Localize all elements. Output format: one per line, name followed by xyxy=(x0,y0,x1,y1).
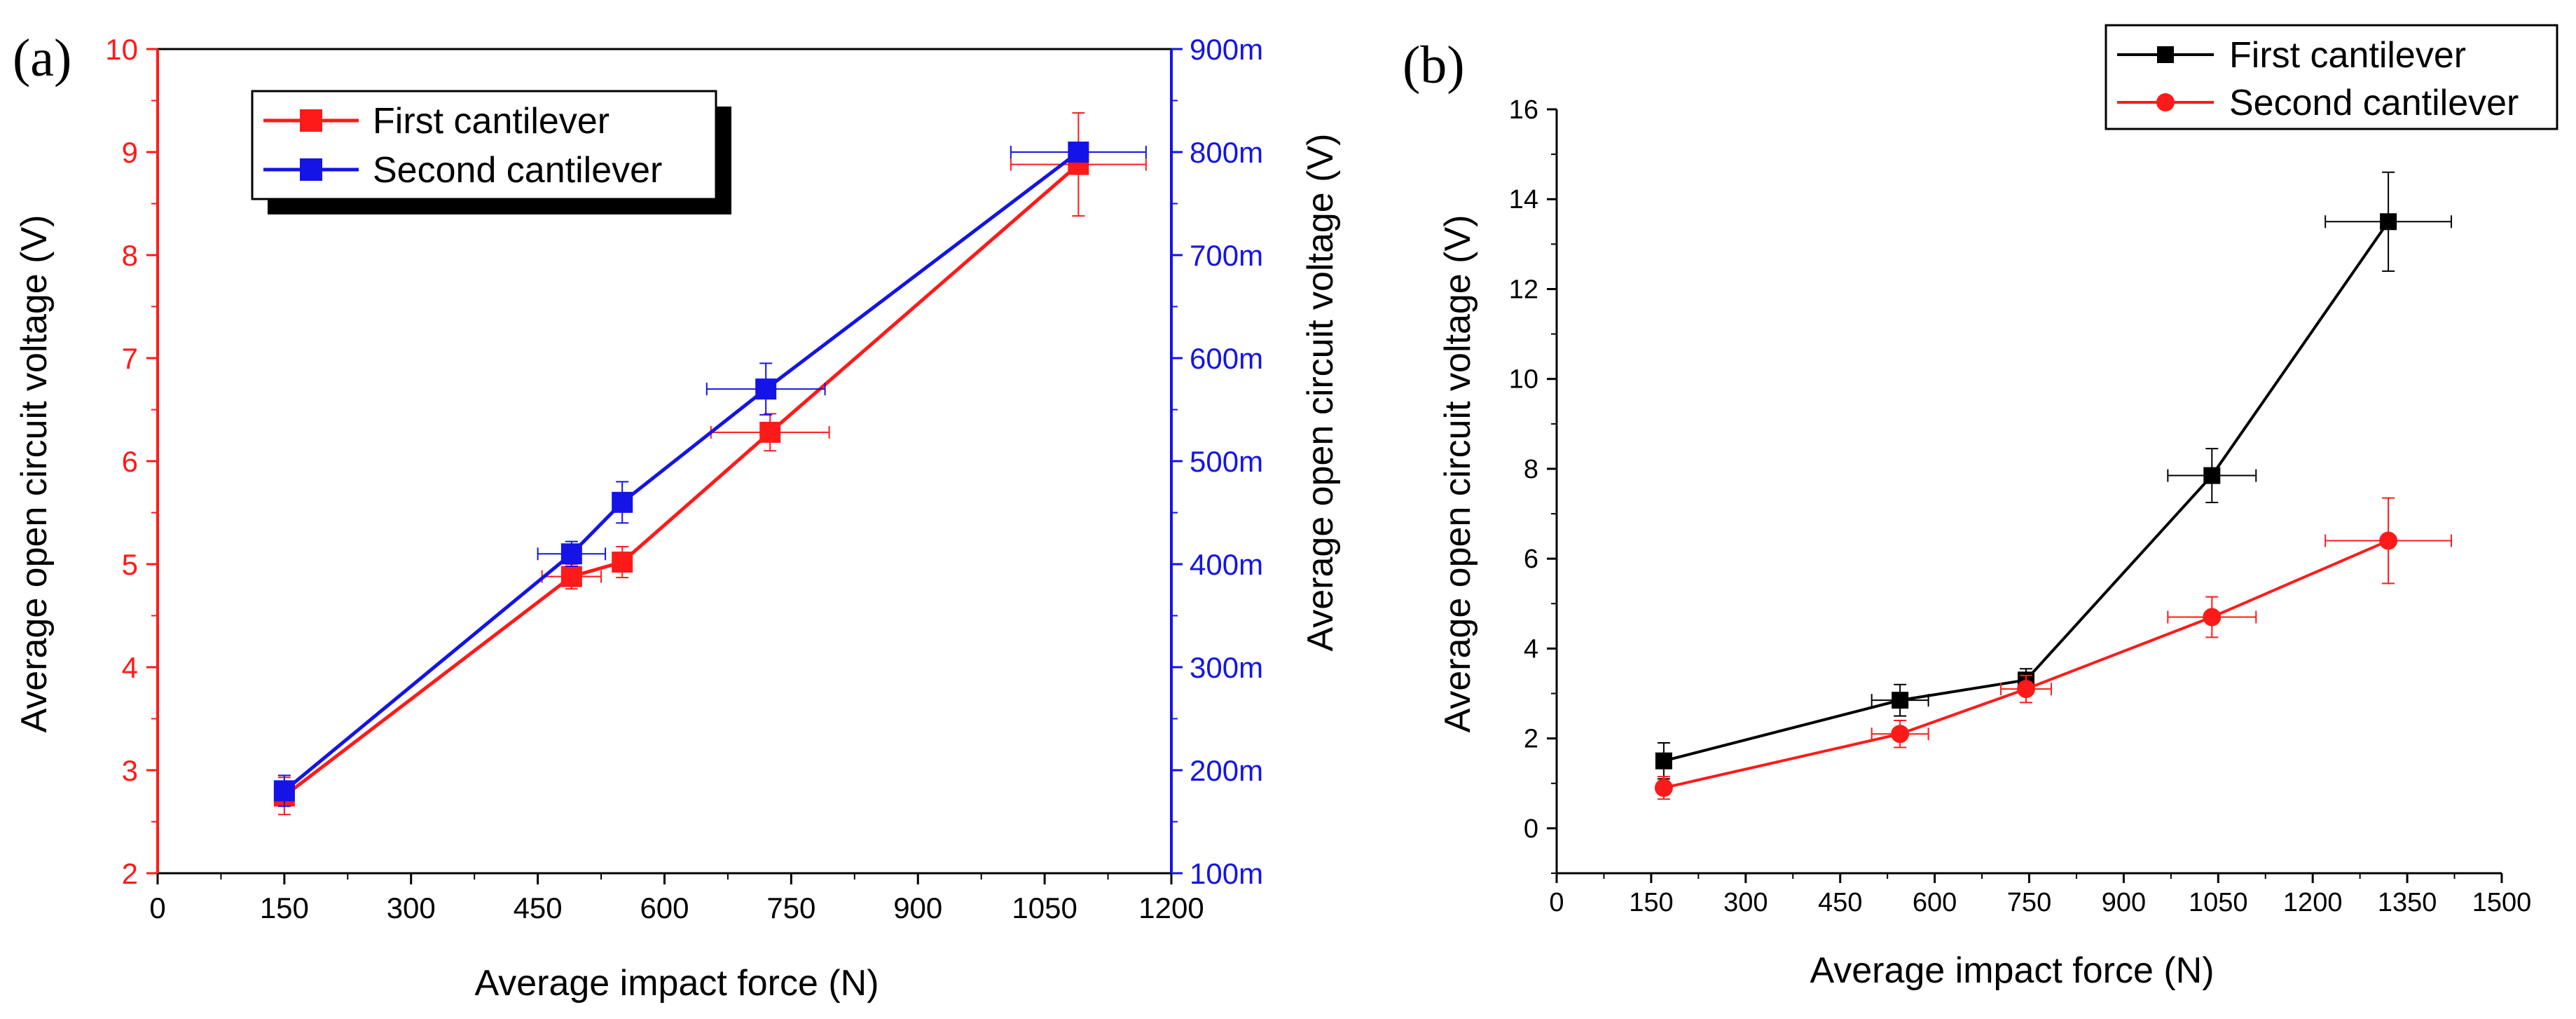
panel-a-x-tick-label: 900 xyxy=(893,891,942,924)
panel-a-legend-label-second: Second cantilever xyxy=(373,150,662,191)
panel-a-label: (a) xyxy=(13,29,71,88)
panel-a-x-ticks: 0 150 300 450 600 750 900 1050 1200 xyxy=(149,873,1204,924)
panel-a-y-left-tick-label: 5 xyxy=(122,548,138,581)
panel-a-first-point-marker xyxy=(560,566,582,587)
panel-a-second-point-marker xyxy=(1068,142,1089,163)
panel-a-y-right-tick-label: 800m xyxy=(1190,136,1263,169)
panel-a-y-left-tick-label: 3 xyxy=(122,754,138,787)
panel-a-y-right-tick-label: 300m xyxy=(1190,651,1263,684)
panel-a: (a) 0 150 300 450 600 750 900 1050 1200 2 3 4 5 6 7 8 9… xyxy=(13,29,1341,1004)
panel-a-y-left-tick-label: 2 xyxy=(122,857,138,890)
panel-b-series xyxy=(1654,171,2453,800)
panel-b-x-tick-label: 300 xyxy=(1723,888,1768,917)
panel-a-series xyxy=(273,112,1147,816)
panel-a-first-point-marker xyxy=(759,421,781,443)
panel-a-x-tick-label: 1050 xyxy=(1012,891,1077,924)
panel-b-legend-label-second: Second cantilever xyxy=(2229,83,2519,123)
panel-b-x-tick-label: 0 xyxy=(1549,888,1564,917)
panel-a-first-line xyxy=(283,163,1080,798)
panel-b-label: (b) xyxy=(1403,36,1465,95)
panel-b-x-tick-label: 900 xyxy=(2102,888,2146,917)
panel-b-x-tick-label: 450 xyxy=(1818,888,1862,917)
panel-b-legend-box xyxy=(2105,24,2558,130)
panel-a-y-right-tick-label: 700m xyxy=(1190,239,1263,272)
panel-a-x-tick-label: 0 xyxy=(149,891,165,924)
panel-a-legend-label-first: First cantilever xyxy=(373,101,609,142)
panel-a-legend-marker-second xyxy=(300,158,322,181)
panel-a-y-left-tick-label: 4 xyxy=(122,651,138,684)
panel-b-y-tick-label: 14 xyxy=(1509,185,1538,214)
panel-b-legend-marker-first xyxy=(2157,46,2174,63)
panel-a-second-point-marker xyxy=(273,780,295,802)
panel-a-y-left-tick-label: 6 xyxy=(122,445,138,478)
panel-b-second-point-marker xyxy=(2203,608,2222,627)
panel-a-x-tick-label: 600 xyxy=(640,891,689,924)
panel-a-y-right-axis-label: Average open circuit voltage (V) xyxy=(1300,134,1341,652)
panel-b-x-tick-label: 150 xyxy=(1629,888,1673,917)
panel-b-y-tick-label: 16 xyxy=(1509,95,1538,125)
panel-a-x-axis-label: Average impact force (N) xyxy=(474,963,879,1004)
panel-b-x-ticks: 0 150 300 450 600 750 900 1050 1200 1350 1500 xyxy=(1549,873,2531,917)
panel-a-x-tick-label: 1200 xyxy=(1138,891,1204,924)
panel-a-y-right-tick-label: 600m xyxy=(1190,342,1263,375)
panel-b-second-point-marker xyxy=(2017,680,2036,699)
panel-b-first-point-marker xyxy=(2380,213,2397,231)
panel-a-second-line xyxy=(283,151,1080,793)
panel-b-legend-label-first: First cantilever xyxy=(2229,35,2466,76)
panel-b-legend-marker-second xyxy=(2156,93,2175,111)
panel-b-y-tick-label: 0 xyxy=(1524,814,1538,844)
panel-a-legend-box xyxy=(251,90,717,200)
panel-b-y-tick-label: 4 xyxy=(1524,634,1538,664)
panel-b-x-tick-label: 1500 xyxy=(2472,888,2532,917)
panel-b-x-tick-label: 1050 xyxy=(2189,888,2248,917)
panel-b-first-point-marker xyxy=(1892,692,1909,709)
panel-b-y-tick-label: 8 xyxy=(1524,455,1538,484)
panel-a-x-tick-label: 750 xyxy=(766,891,815,924)
panel-b-first-point-marker xyxy=(1655,752,1672,770)
panel-b-y-tick-label: 12 xyxy=(1509,275,1538,304)
panel-a-y-right-tick-label: 400m xyxy=(1190,548,1263,581)
panel-a-second-point-marker xyxy=(755,378,777,400)
panel-a-y-left-tick-label: 7 xyxy=(122,342,138,375)
panel-a-y-right-ticks: 100m 200m 300m 400m 500m 600m 700m 800m 900m xyxy=(1171,33,1263,890)
panel-a-x-tick-label: 450 xyxy=(514,891,563,924)
panel-b: (b) 0 150 300 450 600 750 900 1050 1200 1350 1500 … xyxy=(1403,24,2558,991)
panel-a-legend-marker-first xyxy=(300,109,322,132)
panel-b-y-tick-label: 2 xyxy=(1524,725,1538,754)
panel-b-x-tick-label: 1350 xyxy=(2378,888,2437,917)
panel-a-y-left-axis-label: Average open circuit voltage (V) xyxy=(14,215,55,733)
panel-a-x-tick-label: 150 xyxy=(260,891,309,924)
panel-a-y-left-tick-label: 10 xyxy=(105,33,138,66)
panel-b-frame xyxy=(1555,109,2502,875)
panel-b-second-point-marker xyxy=(1891,725,1910,744)
panel-a-second-point-marker xyxy=(560,543,582,565)
panel-b-second-point-marker xyxy=(1654,779,1673,798)
panel-a-y-right-tick-label: 200m xyxy=(1190,754,1263,787)
panel-b-first-point-marker xyxy=(2203,467,2221,484)
panel-a-second-point-marker xyxy=(612,491,633,513)
panel-a-y-right-tick-label: 900m xyxy=(1190,33,1263,66)
panel-b-y-ticks: 0 2 4 6 8 10 12 14 16 xyxy=(1509,95,1557,874)
panel-b-second-point-marker xyxy=(2379,531,2398,550)
panel-a-y-left-tick-label: 8 xyxy=(122,239,138,272)
panel-b-x-tick-label: 750 xyxy=(2007,888,2051,917)
panel-a-y-right-tick-label: 500m xyxy=(1190,445,1263,478)
panel-b-legend: First cantilever Second cantilever xyxy=(2105,24,2558,130)
panel-a-y-right-tick-label: 100m xyxy=(1190,857,1263,890)
panel-a-first-point-marker xyxy=(612,552,633,573)
panel-b-y-tick-label: 10 xyxy=(1509,365,1538,395)
panel-b-x-tick-label: 1200 xyxy=(2283,888,2343,917)
panel-b-second-line xyxy=(1663,539,2389,790)
panel-b-y-axis-label: Average open circuit voltage (V) xyxy=(1438,215,1478,733)
panel-b-x-tick-label: 600 xyxy=(1913,888,1957,917)
panel-a-y-left-ticks: 2 3 4 5 6 7 8 9 10 xyxy=(105,33,158,890)
panel-a-y-left-tick-label: 9 xyxy=(122,136,138,169)
panel-b-y-tick-label: 6 xyxy=(1524,545,1538,574)
panel-a-x-tick-label: 300 xyxy=(387,891,436,924)
panel-b-x-axis-label: Average impact force (N) xyxy=(1810,950,2214,991)
panel-a-legend: First cantilever Second cantilever xyxy=(251,90,731,214)
